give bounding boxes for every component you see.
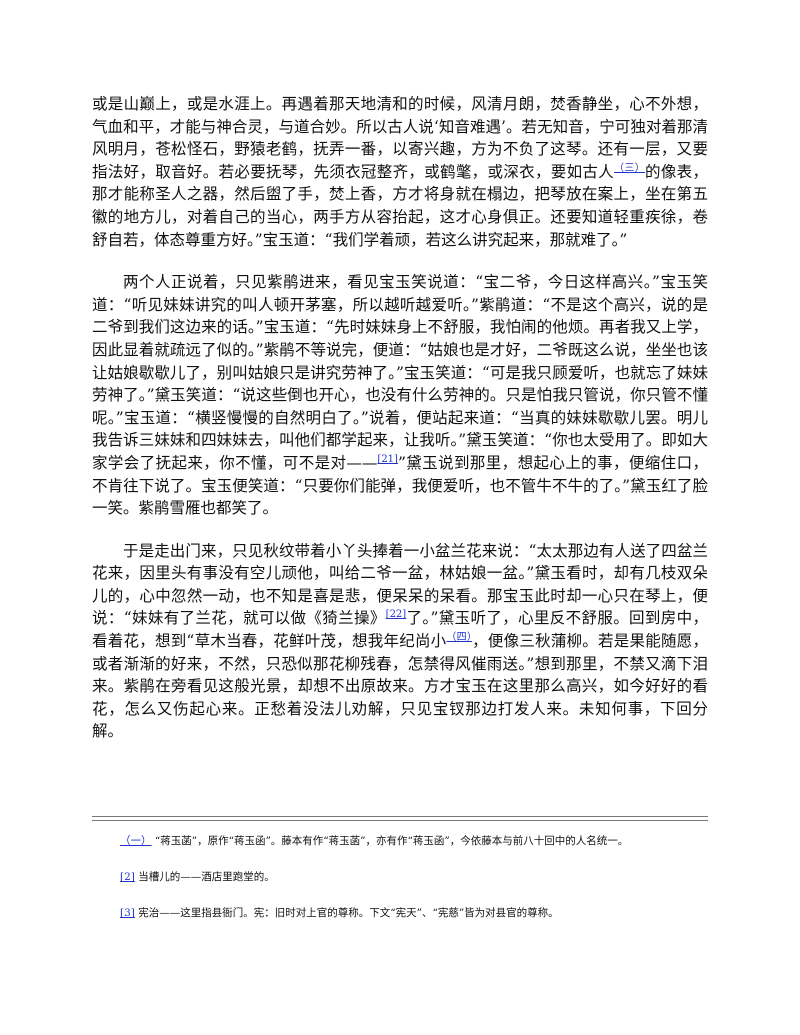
text-run: 于是走出门来，只见秋纹带着小丫头捧着一小盆兰花来说：“太太那边有人送了四盆兰花来… [92,541,708,628]
footnote-link[interactable]: [21] [377,453,398,465]
paragraph: 或是山巅上，或是水涯上。再遇着那天地清和的时候，风清月朗，焚香静坐，心不外想，气… [92,93,708,251]
footnote-link[interactable]: [22] [385,609,407,621]
separator [92,816,708,821]
footnote: [2] 当槽儿的——酒店里跑堂的。 [120,869,710,885]
footnote-link[interactable]: （四） [446,631,473,643]
footnote: [3] 宪治——这里指县衙门。宪：旧时对上官的尊称。下文“宪天”、“宪慈”皆为对… [120,905,710,921]
note-ref: [22] [386,609,407,620]
text-run: 两个人正说着，只见紫鹃进来，看见宝玉笑说道：“宝二爷，今日这样高兴。”宝玉笑道：… [92,273,708,472]
text-run: 了。”黛玉听了，心里反不舒服。回到房中，看着花，想到“草木当春，花鲜叶茂，想我年… [92,609,708,651]
footnote-ref[interactable]: （一） [120,835,152,847]
note-ref: （四） [446,632,472,643]
footnotes: （一） “蒋玉菡”，原作“蒋玉函”。藤本有作“蒋玉菡”，亦有作“蒋玉函”，今依藤… [120,833,710,941]
footnote: （一） “蒋玉菡”，原作“蒋玉函”。藤本有作“蒋玉菡”，亦有作“蒋玉函”，今依藤… [120,833,710,849]
footnote-ref[interactable]: [2] [120,871,135,883]
footnote-text: 当槽儿的——酒店里跑堂的。 [134,871,275,883]
footnote-ref[interactable]: [3] [120,907,135,919]
note-ref: [21] [377,454,398,465]
body-text: 或是山巅上，或是水涯上。再遇着那天地清和的时候，风清月朗，焚香静坐，心不外想，气… [92,93,708,763]
footnote-text: 宪治——这里指县衙门。宪：旧时对上官的尊称。下文“宪天”、“宪慈”皆为对县官的尊… [134,907,559,919]
note-ref: （三） [614,163,645,174]
text-run: 的像表，那才能称圣人之器，然后盥了手，焚上香，方才将身就在榻边，把琴放在案上，坐… [92,162,708,249]
text-run: ，便像三秋蒲柳。若是果能随愿，或者渐渐的好来，不然，只恐似那花柳残春，怎禁得风催… [92,632,708,741]
text-run: ”黛玉说到那里，想起心上的事，便缩住口，不肯往下说了。宝玉便笑道：“只要你们能弹… [92,453,708,518]
text-run: 或是山巅上，或是水涯上。再遇着那天地清和的时候，风清月朗，焚香静坐，心不外想，气… [92,95,708,181]
footnote-link[interactable]: （三） [614,162,646,174]
paragraph: 两个人正说着，只见紫鹃进来，看见宝玉笑说道：“宝二爷，今日这样高兴。”宝玉笑道：… [92,271,708,520]
footnote-text: “蒋玉菡”，原作“蒋玉函”。藤本有作“蒋玉菡”，亦有作“蒋玉函”，今依藤本与前八… [151,835,629,847]
paragraph: 于是走出门来，只见秋纹带着小丫头捧着一小盆兰花来说：“太太那边有人送了四盆兰花来… [92,540,708,743]
